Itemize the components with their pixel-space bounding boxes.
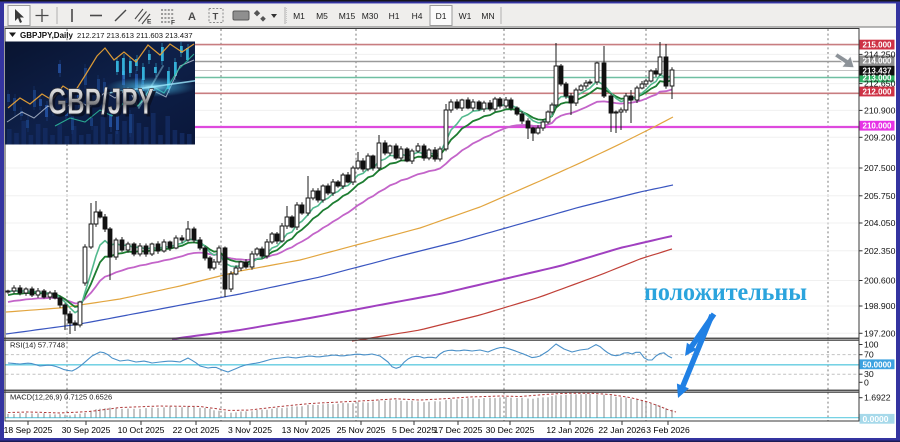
svg-text:GBP/JPY: GBP/JPY [51, 84, 157, 125]
svg-text:215.000: 215.000 [863, 40, 892, 50]
svg-text:F: F [171, 20, 175, 27]
svg-text:100: 100 [864, 340, 879, 350]
svg-text:200.600: 200.600 [864, 276, 896, 286]
svg-text:214.000: 214.000 [863, 55, 892, 65]
svg-text:210.900: 210.900 [864, 105, 896, 115]
svg-text:0.0000: 0.0000 [863, 414, 889, 424]
svg-text:214.250: 214.250 [864, 49, 896, 59]
svg-text:MACD(12,26,9) 0.7125 0.6526: MACD(12,26,9) 0.7125 0.6526 [10, 393, 112, 402]
svg-text:213.000: 213.000 [863, 73, 892, 83]
svg-text:W1: W1 [459, 11, 472, 21]
svg-text:E: E [147, 19, 152, 26]
svg-text:3 Nov 2025: 3 Nov 2025 [228, 425, 272, 435]
svg-text:M5: M5 [316, 11, 328, 21]
svg-text:MN: MN [481, 11, 494, 21]
svg-text:30 Sep 2025: 30 Sep 2025 [62, 425, 111, 435]
svg-text:205.750: 205.750 [864, 191, 896, 201]
svg-text:M1: M1 [293, 11, 305, 21]
svg-text:213.437: 213.437 [863, 66, 892, 76]
svg-text:13 Nov 2025: 13 Nov 2025 [282, 425, 331, 435]
svg-text:M15: M15 [339, 11, 356, 21]
svg-text:25 Nov 2025: 25 Nov 2025 [337, 425, 386, 435]
svg-text:3 Feb 2026: 3 Feb 2026 [646, 425, 690, 435]
svg-text:209.200: 209.200 [864, 132, 896, 142]
svg-text:212.650: 212.650 [864, 79, 896, 89]
svg-text:204.050: 204.050 [864, 218, 896, 228]
svg-text:30 Dec 2025: 30 Dec 2025 [486, 425, 535, 435]
svg-text:22 Oct 2025: 22 Oct 2025 [173, 425, 220, 435]
svg-text:GBP/JPY: GBP/JPY [48, 81, 154, 122]
svg-text:212.000: 212.000 [863, 87, 892, 97]
svg-text:210.000: 210.000 [863, 121, 892, 131]
svg-text:207.500: 207.500 [864, 163, 896, 173]
svg-text:30: 30 [864, 369, 874, 379]
svg-text:A: A [188, 11, 196, 23]
svg-text:202.350: 202.350 [864, 246, 896, 256]
svg-text:1.6922: 1.6922 [864, 393, 891, 403]
svg-text:H1: H1 [389, 11, 400, 21]
svg-text:0: 0 [864, 377, 869, 387]
svg-text:17 Dec 2025: 17 Dec 2025 [434, 425, 483, 435]
svg-text:H4: H4 [412, 11, 423, 21]
svg-text:5 Dec 2025: 5 Dec 2025 [392, 425, 436, 435]
svg-text:70: 70 [864, 350, 874, 360]
svg-text:198.900: 198.900 [864, 301, 896, 311]
svg-text:GBPJPY,Daily: GBPJPY,Daily [20, 31, 73, 40]
svg-text:50.0000: 50.0000 [863, 359, 892, 369]
svg-text:RSI(14) 57.7748: RSI(14) 57.7748 [10, 341, 65, 350]
svg-text:22 Jan 2026: 22 Jan 2026 [598, 425, 646, 435]
svg-text:18 Sep 2025: 18 Sep 2025 [4, 425, 53, 435]
svg-text:положительны: положительны [644, 279, 807, 306]
svg-text:12 Jan 2026: 12 Jan 2026 [546, 425, 594, 435]
svg-text:10 Oct 2025: 10 Oct 2025 [118, 425, 165, 435]
svg-text:D1: D1 [436, 11, 447, 21]
svg-text:212.217 213.613 211.603 213.43: 212.217 213.613 211.603 213.437 [77, 31, 193, 40]
svg-text:T: T [213, 12, 219, 23]
svg-text:197.200: 197.200 [864, 328, 896, 338]
svg-text:M30: M30 [362, 11, 379, 21]
